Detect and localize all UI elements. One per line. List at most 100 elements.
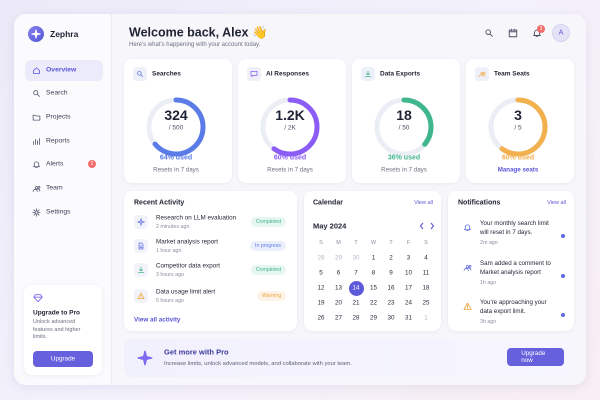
- icon: [138, 242, 144, 250]
- calendar-day[interactable]: 23: [387, 299, 395, 307]
- nav-label: Projects: [46, 113, 71, 121]
- arrow-path: [430, 222, 435, 230]
- stat-limit: / 5: [514, 124, 522, 132]
- icon: [32, 114, 40, 121]
- calendar-day[interactable]: 21: [352, 299, 360, 307]
- activity-title: Data usage limit alert: [156, 288, 216, 296]
- activity-time: 3 hours ago: [156, 272, 184, 278]
- view-all-link[interactable]: View all: [414, 200, 433, 206]
- card-title: Calendar: [313, 199, 343, 207]
- calendar-day[interactable]: 22: [369, 299, 378, 307]
- icon[interactable]: [508, 28, 518, 38]
- calendar-day[interactable]: 13: [334, 284, 343, 292]
- activity-time: 5 hours ago: [156, 298, 184, 304]
- icon: [137, 218, 145, 226]
- avatar-initial: A: [558, 29, 564, 37]
- calendar-day[interactable]: 12: [317, 284, 325, 292]
- status-pill: In progress: [250, 241, 286, 251]
- calendar-day[interactable]: 29: [369, 314, 378, 322]
- icon: [137, 71, 144, 78]
- calendar-day[interactable]: 10: [404, 269, 413, 277]
- calendar-day[interactable]: 7: [354, 269, 358, 277]
- calendar-day[interactable]: 30: [352, 254, 360, 262]
- button-label[interactable]: Upgrade now: [521, 350, 546, 364]
- calendar-day[interactable]: 28: [352, 314, 360, 322]
- calendar-day[interactable]: 2: [389, 254, 393, 262]
- ring: [260, 97, 320, 157]
- calendar-day[interactable]: 9: [389, 269, 393, 277]
- calendar-day[interactable]: 1: [371, 254, 376, 262]
- view-all-link[interactable]: View all activity: [134, 316, 181, 324]
- activity-card: Recent Activity Research on LLM evaluatio…: [124, 191, 297, 331]
- stat-icon: [361, 67, 375, 81]
- calendar-day[interactable]: 24: [404, 299, 413, 307]
- icon: [463, 264, 471, 271]
- promo-banner: Get more with Pro Increase limits, unlock…: [124, 339, 574, 377]
- icon[interactable]: [484, 28, 494, 38]
- view-all-link[interactable]: View all: [547, 200, 566, 206]
- calendar-day[interactable]: 26: [317, 314, 325, 322]
- stat-footer[interactable]: Manage seats: [497, 166, 539, 174]
- nav-label: Team: [46, 184, 63, 192]
- calendar-day[interactable]: 31: [404, 314, 413, 322]
- icon-path: [463, 264, 471, 271]
- card-title: Notifications: [458, 199, 501, 207]
- icon-path: [485, 29, 493, 37]
- status-pill: Completed: [250, 265, 286, 275]
- calendar-day[interactable]: 4: [424, 254, 428, 262]
- calendar-day[interactable]: 29: [334, 254, 343, 262]
- notification-text: Sam added a comment to Market analysis r…: [480, 260, 551, 276]
- icon: [32, 185, 40, 192]
- calendar-day[interactable]: 5: [319, 269, 323, 277]
- calendar-day[interactable]: 20: [334, 299, 343, 307]
- nav-label: Search: [46, 89, 68, 97]
- notification-time: 2m ago: [480, 240, 498, 246]
- stat-value: 3: [514, 107, 522, 123]
- icon-path: [478, 71, 486, 78]
- button-label[interactable]: Upgrade: [50, 355, 76, 363]
- icon: [364, 70, 372, 78]
- notification-time: 3h ago: [480, 319, 497, 325]
- calendar-day[interactable]: 27: [334, 314, 343, 322]
- calendar-day[interactable]: 8: [371, 269, 376, 277]
- banner-button[interactable]: Upgrade now: [507, 348, 564, 366]
- calendar-arrow[interactable]: [419, 222, 425, 230]
- calendar-day[interactable]: 6: [336, 269, 341, 277]
- stat-footer: Resets in 7 days: [381, 166, 427, 174]
- stat-footer: Resets in 7 days: [153, 166, 199, 174]
- ring: [374, 97, 434, 157]
- calendar-arrow[interactable]: [429, 222, 435, 230]
- icon-path: [137, 292, 145, 300]
- ring-progress: [260, 97, 320, 157]
- weekday: T: [389, 240, 393, 246]
- calendar-day[interactable]: 16: [387, 284, 395, 292]
- promo-button[interactable]: Upgrade: [33, 351, 93, 367]
- activity-time: 1 hour ago: [156, 248, 182, 254]
- icon: [478, 71, 486, 78]
- calendar-day[interactable]: 1: [424, 314, 428, 322]
- calendar-day[interactable]: 14: [352, 284, 360, 292]
- avatar[interactable]: A: [552, 24, 570, 42]
- calendar-day[interactable]: 15: [369, 284, 378, 292]
- brand-name: Zephra: [50, 29, 79, 39]
- ring: [488, 97, 548, 157]
- calendar-day[interactable]: 18: [422, 284, 430, 292]
- calendar-day[interactable]: 3: [406, 254, 411, 262]
- icon-path: [32, 185, 40, 192]
- icon-path: [137, 266, 145, 274]
- icon-path: [250, 70, 258, 78]
- calendar-day[interactable]: 11: [422, 269, 430, 277]
- calendar-day[interactable]: 28: [317, 254, 325, 262]
- calendar-day[interactable]: 25: [422, 299, 430, 307]
- calendar-day[interactable]: 19: [317, 299, 325, 307]
- banner-title: Get more with Pro: [164, 347, 229, 357]
- icon-path: [508, 28, 518, 38]
- calendar-day[interactable]: 17: [404, 284, 413, 292]
- nav-label: Overview: [46, 66, 77, 74]
- nav-label: Alerts: [46, 160, 64, 168]
- calendar-day[interactable]: 30: [387, 314, 395, 322]
- icon: [33, 294, 43, 303]
- nav-item[interactable]: [25, 59, 103, 81]
- stat-value: 18: [396, 107, 412, 123]
